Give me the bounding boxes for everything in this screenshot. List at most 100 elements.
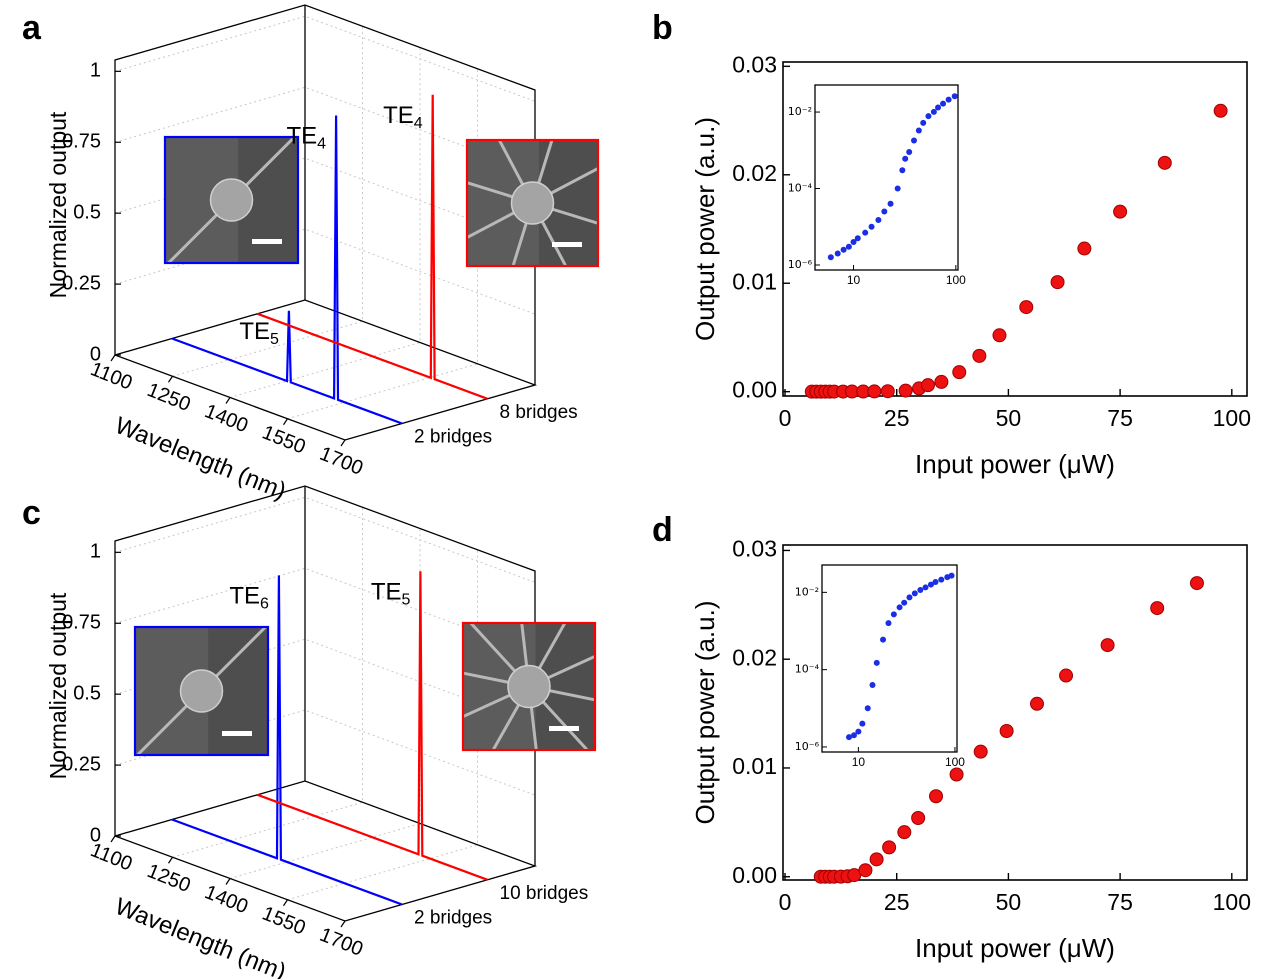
data-point xyxy=(992,328,1007,343)
peak-label: TE4 xyxy=(286,123,326,153)
inset-data-point xyxy=(868,223,875,230)
x-axis-title: Input power (μW) xyxy=(915,933,1115,963)
grid-line xyxy=(114,496,536,583)
grid-line xyxy=(229,528,421,879)
inset-data-point xyxy=(834,250,841,257)
y-tick-label: 0.03 xyxy=(732,536,777,562)
data-point xyxy=(999,723,1014,738)
data-point xyxy=(897,825,912,840)
peak-label-subscript: 5 xyxy=(270,331,279,348)
data-point xyxy=(949,767,964,782)
sem-inset xyxy=(463,623,595,750)
inset-data-point xyxy=(938,576,945,583)
x-tick-label: 0 xyxy=(779,889,792,915)
data-point xyxy=(911,811,926,826)
data-point xyxy=(934,374,949,389)
peak-label-text: TE xyxy=(371,579,402,606)
inset-data-point xyxy=(930,108,937,115)
grid-line xyxy=(172,26,363,377)
panel-label: a xyxy=(22,9,42,47)
inset-data-point xyxy=(915,127,922,134)
inset-data-point xyxy=(920,119,927,126)
x-tick xyxy=(110,835,116,843)
inset-x-tick-label: 10 xyxy=(847,273,861,287)
spectrum-line xyxy=(257,94,488,400)
inset-data-point xyxy=(885,620,892,627)
inset-data-point xyxy=(906,594,913,601)
x-tick-label: 50 xyxy=(996,889,1022,915)
inset-data-point xyxy=(827,254,834,261)
scale-bar xyxy=(549,726,579,731)
sem-border xyxy=(461,621,597,752)
grid-line xyxy=(287,68,478,420)
plot-frame xyxy=(782,544,1248,881)
x-tick xyxy=(168,375,173,383)
peak-label-subscript: 4 xyxy=(317,136,326,153)
inset-data-point xyxy=(862,229,869,236)
inset-data-point xyxy=(951,93,958,100)
inset-data-point xyxy=(840,246,847,253)
y-tick-label: 0.02 xyxy=(732,160,777,186)
inset-data-point xyxy=(875,217,882,224)
panel-label: c xyxy=(22,494,41,532)
inset-data-point xyxy=(859,720,866,727)
data-point xyxy=(1213,103,1228,118)
data-point xyxy=(1059,668,1074,683)
data-point xyxy=(1150,601,1165,616)
sem-border xyxy=(163,135,300,265)
inset-data-point xyxy=(940,100,947,107)
grid-line xyxy=(287,549,478,901)
data-point xyxy=(920,378,935,393)
x-tick xyxy=(283,899,288,907)
sem-inset xyxy=(135,627,268,755)
y-tick-label: 0.01 xyxy=(732,753,777,779)
y-tick-label: 0.75 xyxy=(62,612,101,634)
data-point xyxy=(1113,204,1128,219)
y-tick-label: 1 xyxy=(90,60,101,82)
y-tick-label: 0.03 xyxy=(732,51,777,77)
x-tick xyxy=(110,354,116,362)
inset-data-point xyxy=(855,728,862,735)
inset-data-point xyxy=(880,636,887,643)
inset-data-point xyxy=(873,659,880,666)
spectrum-line xyxy=(171,575,403,906)
y-tick-label: 0.25 xyxy=(62,272,101,294)
x-tick-label: 100 xyxy=(1213,889,1251,915)
x-tick xyxy=(283,418,288,426)
data-point xyxy=(1100,638,1115,653)
x-tick-label: 75 xyxy=(1107,889,1133,915)
peak-label-text: TE xyxy=(239,318,270,345)
series-depth-label: 10 bridges xyxy=(500,883,589,904)
peak-label-text: TE xyxy=(286,123,317,150)
x-tick-label: 25 xyxy=(884,889,910,915)
inset-data-point xyxy=(935,104,942,111)
peak-label-subscript: 6 xyxy=(260,596,269,613)
inset-y-tick-label: 10⁻⁶ xyxy=(788,258,813,271)
inset-data-point xyxy=(899,167,906,174)
inset-data-point xyxy=(911,590,918,597)
series-depth-label: 8 bridges xyxy=(500,402,578,423)
y-tick-label: 1 xyxy=(90,541,101,563)
x-tick xyxy=(225,878,231,885)
sem-inset xyxy=(165,137,298,263)
data-point xyxy=(952,365,967,380)
inset-frame xyxy=(821,564,958,753)
y-tick-label: 0.5 xyxy=(73,682,101,704)
data-point xyxy=(1189,576,1204,591)
sem-inset xyxy=(467,140,598,266)
grid-line xyxy=(114,567,536,654)
inset-data-point xyxy=(845,243,852,250)
y-tick-label: 0.02 xyxy=(732,644,777,670)
spectrum-line xyxy=(257,571,488,881)
peak-label: TE4 xyxy=(383,102,423,132)
scale-bar xyxy=(552,242,582,247)
y-axis-title: Normalized output xyxy=(45,111,71,298)
plot-frame xyxy=(782,61,1248,397)
inset-frame xyxy=(814,84,959,271)
inset-data-point xyxy=(906,149,913,156)
data-point xyxy=(973,744,988,759)
grid-line xyxy=(114,15,536,102)
inset-x-tick-label: 100 xyxy=(945,755,965,769)
inset-data-point xyxy=(948,572,955,579)
